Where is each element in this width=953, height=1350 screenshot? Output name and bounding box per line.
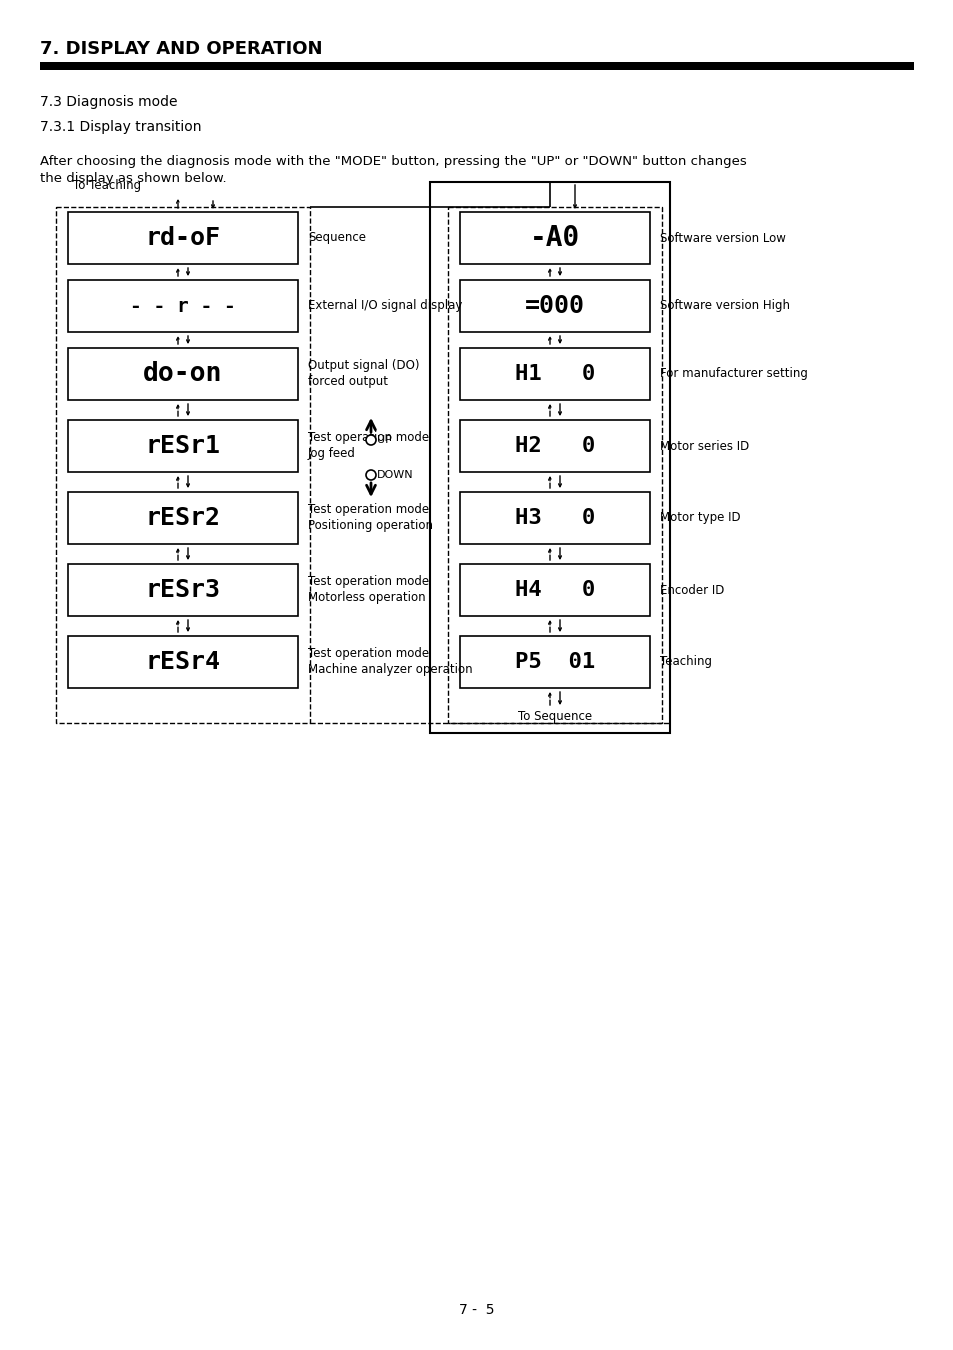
Text: rESr3: rESr3 — [146, 578, 220, 602]
Text: Test operation mode: Test operation mode — [308, 504, 429, 517]
Text: 7.3 Diagnosis mode: 7.3 Diagnosis mode — [40, 95, 177, 109]
Text: Motorless operation: Motorless operation — [308, 591, 425, 605]
Text: UP: UP — [376, 435, 392, 446]
Text: For manufacturer setting: For manufacturer setting — [659, 367, 807, 381]
Text: H2   0: H2 0 — [515, 436, 595, 456]
Circle shape — [366, 470, 375, 481]
Text: rESr4: rESr4 — [146, 649, 220, 674]
Text: rESr1: rESr1 — [146, 433, 220, 458]
Bar — [430, 182, 669, 733]
Text: Machine analyzer operation: Machine analyzer operation — [308, 663, 472, 676]
Bar — [40, 62, 913, 70]
Text: forced output: forced output — [308, 375, 388, 389]
Text: Motor series ID: Motor series ID — [659, 440, 748, 452]
Bar — [459, 212, 649, 265]
Text: =000: =000 — [524, 294, 584, 319]
Bar — [459, 279, 649, 332]
Text: H4   0: H4 0 — [515, 580, 595, 599]
Bar — [459, 348, 649, 400]
Bar — [68, 212, 297, 265]
Bar — [68, 491, 297, 544]
Text: Sequence: Sequence — [308, 231, 366, 244]
Text: -A0: -A0 — [529, 224, 579, 252]
Bar — [459, 420, 649, 472]
Text: To Teaching: To Teaching — [73, 180, 141, 192]
Text: Motor type ID: Motor type ID — [659, 512, 740, 525]
Bar — [68, 279, 297, 332]
Text: Test operation mode: Test operation mode — [308, 648, 429, 660]
Bar — [448, 207, 661, 724]
Text: rESr2: rESr2 — [146, 506, 220, 531]
Text: External I/O signal display: External I/O signal display — [308, 300, 462, 312]
Circle shape — [366, 435, 375, 446]
Text: H3   0: H3 0 — [515, 508, 595, 528]
Text: 7 -  5: 7 - 5 — [458, 1303, 495, 1318]
Text: Software version High: Software version High — [659, 300, 789, 312]
Text: After choosing the diagnosis mode with the "MODE" button, pressing the "UP" or ": After choosing the diagnosis mode with t… — [40, 155, 746, 167]
Bar — [459, 636, 649, 688]
Text: Software version Low: Software version Low — [659, 231, 785, 244]
Text: Output signal (DO): Output signal (DO) — [308, 359, 419, 373]
Text: Test operation mode: Test operation mode — [308, 432, 429, 444]
Text: the display as shown below.: the display as shown below. — [40, 171, 227, 185]
Text: Positioning operation: Positioning operation — [308, 520, 433, 532]
Text: P5  01: P5 01 — [515, 652, 595, 672]
Bar — [459, 491, 649, 544]
Bar — [68, 420, 297, 472]
Text: Encoder ID: Encoder ID — [659, 583, 723, 597]
Text: - - r - -: - - r - - — [130, 297, 235, 316]
Bar — [68, 636, 297, 688]
Text: rd-oF: rd-oF — [146, 225, 220, 250]
Text: Jog feed: Jog feed — [308, 447, 355, 460]
Text: do-on: do-on — [143, 360, 222, 387]
Bar — [68, 564, 297, 616]
Text: To Sequence: To Sequence — [517, 710, 592, 724]
Text: H1   0: H1 0 — [515, 364, 595, 383]
Text: 7.3.1 Display transition: 7.3.1 Display transition — [40, 120, 201, 134]
Bar — [68, 348, 297, 400]
Bar — [56, 207, 310, 724]
Text: 7. DISPLAY AND OPERATION: 7. DISPLAY AND OPERATION — [40, 40, 322, 58]
Bar — [459, 564, 649, 616]
Text: Teaching: Teaching — [659, 656, 711, 668]
Text: DOWN: DOWN — [376, 470, 414, 481]
Text: Test operation mode: Test operation mode — [308, 575, 429, 589]
